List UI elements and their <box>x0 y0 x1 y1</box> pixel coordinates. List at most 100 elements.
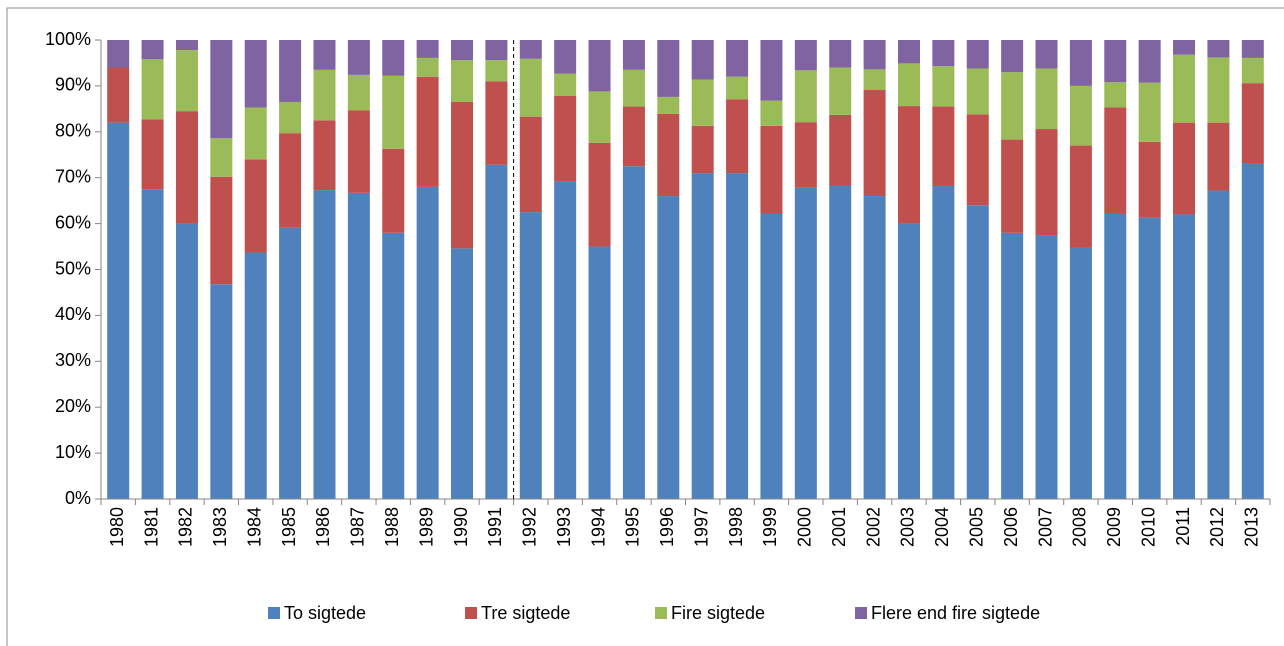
bar-segment <box>313 120 336 191</box>
bar-segment <box>657 113 680 197</box>
chart-frame <box>6 7 1284 646</box>
bar-segment <box>863 40 886 70</box>
bar-segment <box>966 205 989 500</box>
y-tick-label: 50% <box>55 258 91 278</box>
bar-segment <box>1173 122 1196 215</box>
x-tick-label: 1999 <box>760 507 780 547</box>
x-tick-label: 2012 <box>1207 507 1227 547</box>
bar-segment <box>1104 40 1127 83</box>
bar-segment <box>451 60 474 102</box>
x-tick-label: 1984 <box>244 507 264 547</box>
bar-segment <box>691 125 714 174</box>
bar-segment <box>588 142 611 247</box>
bar-segment <box>932 185 955 499</box>
bar-segment <box>863 90 886 197</box>
bar-segment <box>794 70 817 123</box>
x-tick-label: 2007 <box>1035 507 1055 547</box>
bar-segment <box>210 138 233 177</box>
x-tick-label: 1988 <box>382 507 402 547</box>
legend-swatch <box>465 607 477 619</box>
bar-segment <box>347 74 370 111</box>
bar-segment <box>175 50 198 112</box>
bar-segment <box>347 192 370 500</box>
bar-segment <box>1001 72 1024 140</box>
bar-segment <box>726 40 749 77</box>
bar-segment <box>416 40 439 58</box>
bar-segment <box>554 73 577 96</box>
bar-segment <box>313 190 336 499</box>
bar-segment <box>657 40 680 97</box>
bar-segment <box>622 69 645 107</box>
bar-segment <box>382 148 405 233</box>
bar-segment <box>313 40 336 70</box>
x-tick-label: 2001 <box>829 507 849 547</box>
bar-segment <box>1069 145 1092 248</box>
bar-segment <box>1173 214 1196 500</box>
x-tick-label: 1997 <box>691 507 711 547</box>
bar-segment <box>175 223 198 499</box>
bar-segment <box>932 66 955 107</box>
bar-segment <box>519 40 542 59</box>
bar-segment <box>175 40 198 51</box>
bar-segment <box>1241 163 1264 499</box>
x-tick-label: 2002 <box>863 507 883 547</box>
legend-swatch <box>655 607 667 619</box>
bar-segment <box>210 284 233 499</box>
y-tick-label: 20% <box>55 396 91 416</box>
bar-segment <box>760 213 783 499</box>
bar-segment <box>829 40 852 68</box>
x-tick-label: 1995 <box>623 507 643 547</box>
bar-segment <box>657 96 680 114</box>
bar-segment <box>1104 213 1127 499</box>
bar-segment <box>141 59 164 120</box>
bar-segment <box>554 40 577 74</box>
bar-segment <box>1207 40 1230 58</box>
bar-segment <box>1138 82 1161 142</box>
bar-segment <box>726 99 749 174</box>
bar-segment <box>897 223 920 499</box>
y-tick-label: 60% <box>55 212 91 232</box>
bar-segment <box>966 114 989 206</box>
bar-segment <box>760 40 783 101</box>
bar-segment <box>932 106 955 186</box>
x-tick-label: 2009 <box>1104 507 1124 547</box>
legend-label: To sigtede <box>284 603 366 623</box>
bar-segment <box>1069 247 1092 499</box>
bar-segment <box>932 40 955 67</box>
x-tick-label: 1982 <box>176 507 196 547</box>
bar-segment <box>485 40 508 61</box>
bar-segment <box>691 173 714 500</box>
bar-segment <box>1001 40 1024 73</box>
legend-swatch <box>855 607 867 619</box>
bar-segment <box>244 252 267 499</box>
x-tick-label: 2011 <box>1173 507 1193 546</box>
x-tick-label: 1991 <box>485 507 505 547</box>
bar-segment <box>107 40 130 68</box>
x-tick-label: 1985 <box>279 507 299 547</box>
x-tick-label: 1990 <box>451 507 471 547</box>
bar-segment <box>1173 40 1196 55</box>
x-tick-label: 1986 <box>313 507 333 547</box>
bar-segment <box>1138 217 1161 499</box>
bar-segment <box>657 196 680 499</box>
bar-segment <box>966 40 989 69</box>
bar-segment <box>691 79 714 126</box>
x-tick-label: 2000 <box>795 507 815 547</box>
y-tick-label: 100% <box>45 29 91 49</box>
bar-segment <box>1069 40 1092 86</box>
x-tick-label: 1994 <box>588 507 608 547</box>
bar-segment <box>588 91 611 143</box>
bar-segment <box>519 58 542 117</box>
legend-label: Flere end fire sigtede <box>871 603 1040 623</box>
y-tick-label: 80% <box>55 121 91 141</box>
bar-segment <box>794 40 817 71</box>
bar-segment <box>622 40 645 70</box>
bar-segment <box>622 106 645 167</box>
bar-segment <box>1173 54 1196 123</box>
bar-segment <box>313 69 336 121</box>
bar-segment <box>829 114 852 186</box>
bar-segment <box>1104 82 1127 108</box>
bar-segment <box>175 111 198 224</box>
x-tick-label: 2008 <box>1070 507 1090 547</box>
bar-segment <box>588 246 611 499</box>
